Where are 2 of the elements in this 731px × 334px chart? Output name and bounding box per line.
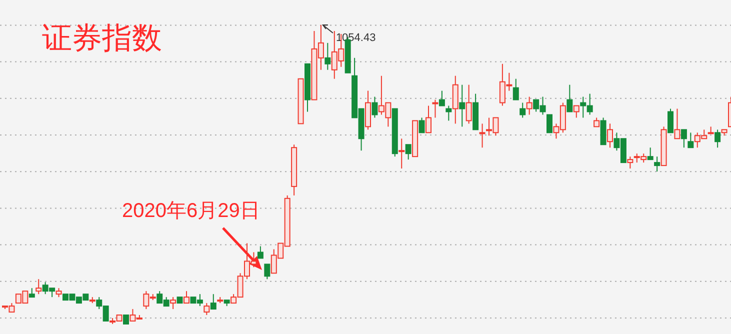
- chart-title: 证券指数: [42, 21, 162, 56]
- note: 2020年6月29日: [122, 200, 260, 222]
